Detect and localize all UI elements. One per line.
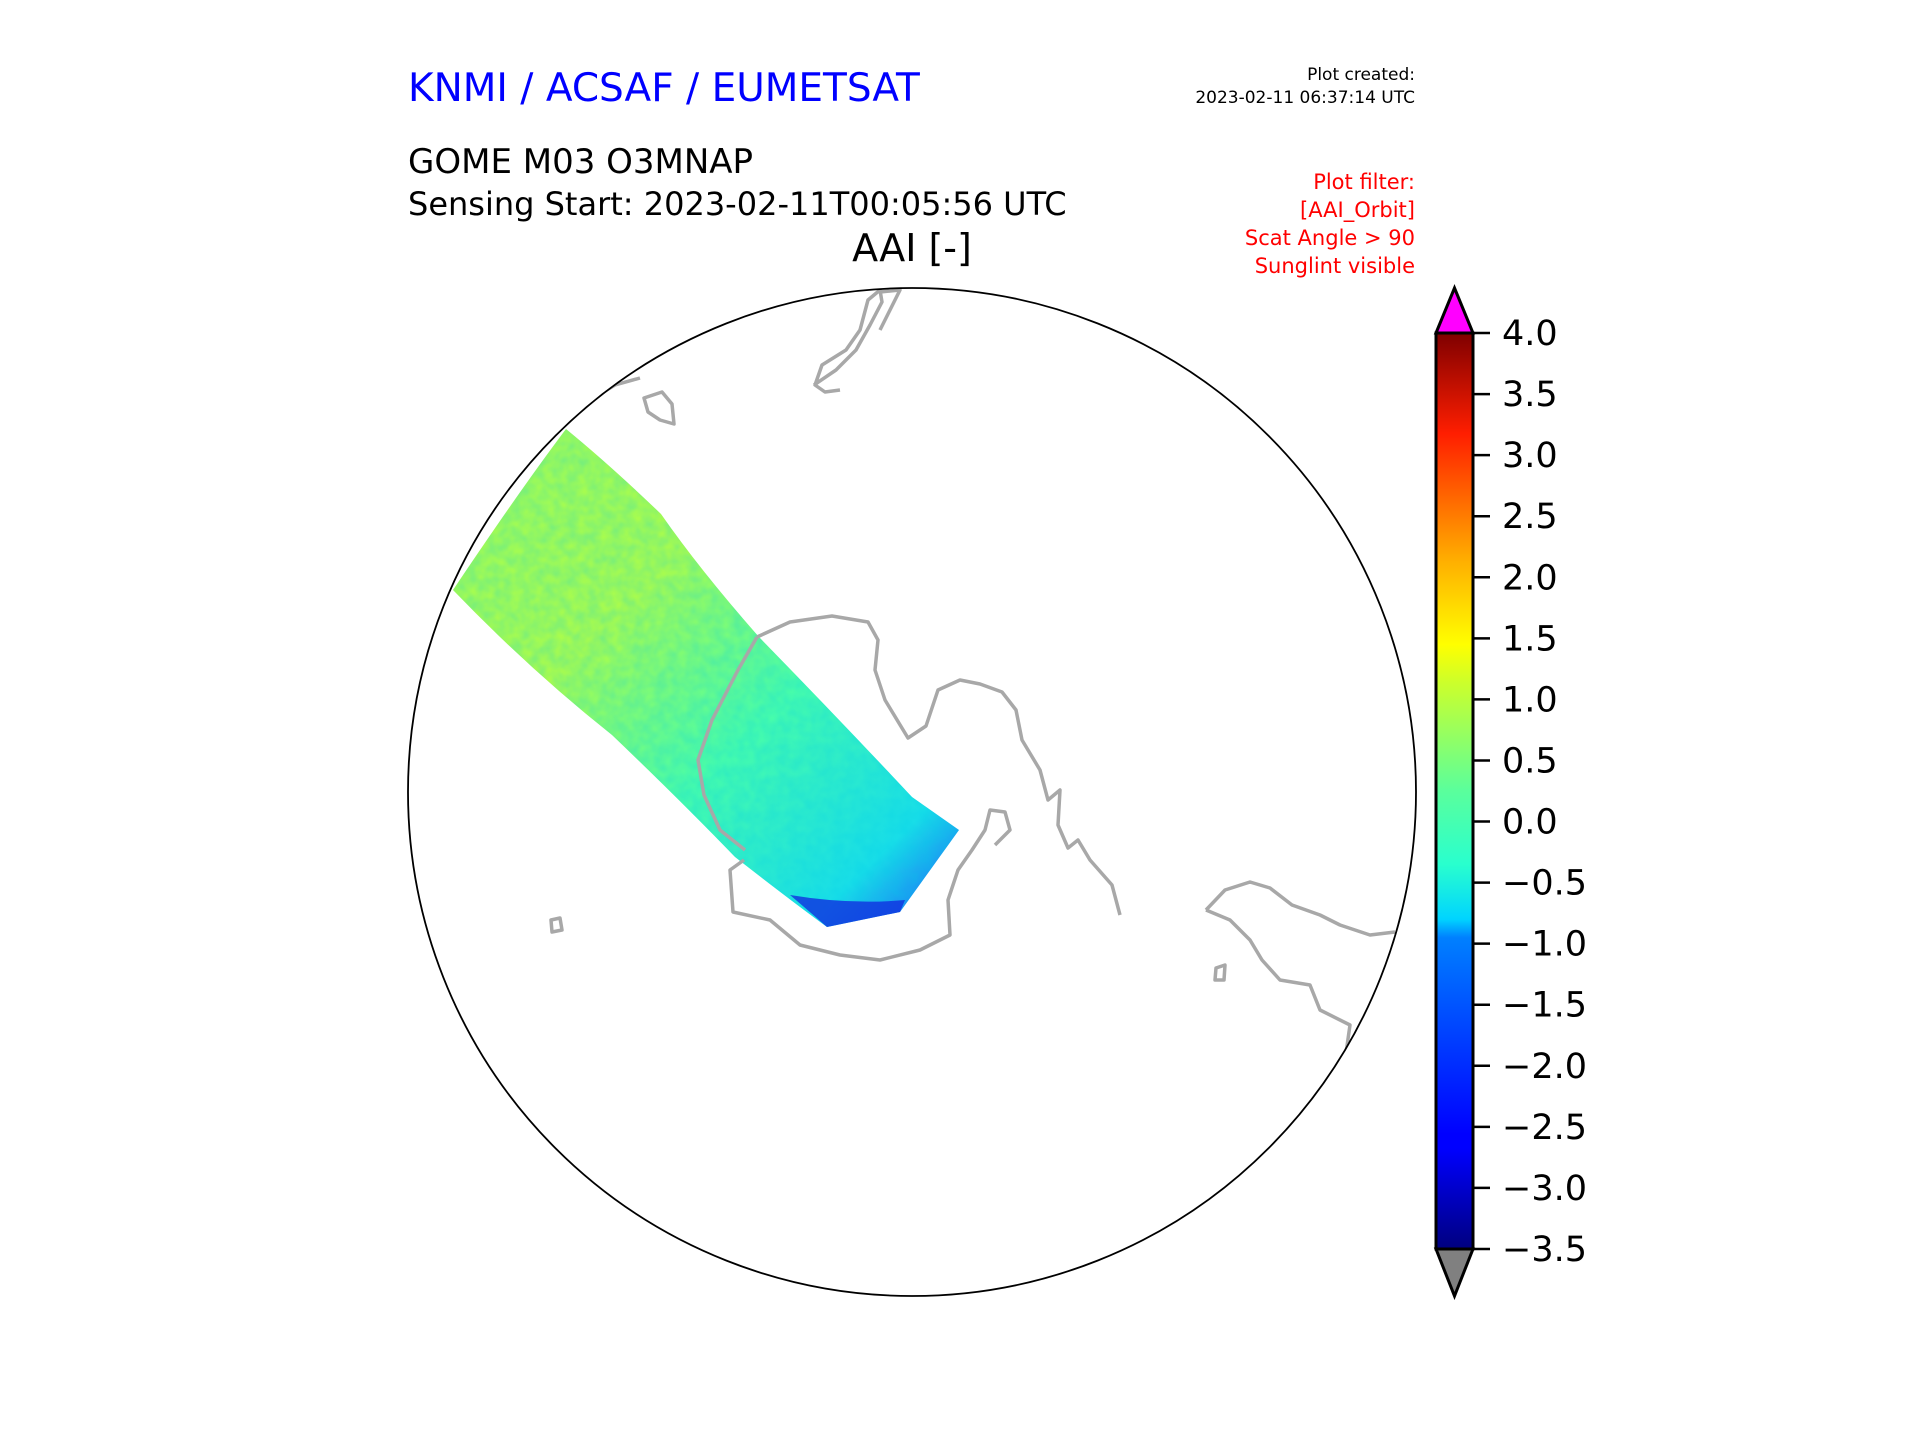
- filter-line: Scat Angle > 90: [1244, 226, 1415, 250]
- created-label: Plot created:: [1307, 65, 1415, 85]
- colorbar: 4.0 3.5 3.0 2.5 2.0 1.5 1.0 0.5 0.0 −0.5 −1.0 −1.5 −…: [1433, 284, 1587, 1301]
- product-title: GOME M03 O3MNAP: [408, 142, 754, 182]
- colorbar-tick-label: −1.0: [1502, 925, 1587, 965]
- filter-line: Sunglint visible: [1254, 254, 1415, 278]
- brand-title: KNMI / ACSAF / EUMETSAT: [408, 66, 920, 111]
- colorbar-tick-label: 1.0: [1502, 680, 1558, 720]
- colorbar-tick-label: −2.5: [1502, 1108, 1587, 1148]
- colorbar-gradient: [1434, 331, 1475, 1251]
- coastlines: [549, 288, 1396, 1061]
- aai-swath-low-edge: [790, 895, 905, 927]
- colorbar-tick-label: 1.5: [1502, 619, 1558, 659]
- colorbar-tick-label: 4.0: [1502, 314, 1558, 354]
- plot-created: Plot created: 2023-02-11 06:37:14 UTC: [1195, 64, 1415, 110]
- colorbar-tick-label: 3.0: [1502, 436, 1558, 476]
- colorbar-tick-label: 3.5: [1502, 375, 1558, 415]
- plot-filter: Plot filter: [AAI_Orbit] Scat Angle > 90…: [1245, 168, 1415, 280]
- filter-line: [AAI_Orbit]: [1300, 198, 1415, 222]
- aai-swath-texture: [453, 429, 959, 927]
- colorbar-tick-label: −3.0: [1502, 1169, 1587, 1209]
- colorbar-tick-label: 2.0: [1502, 558, 1558, 598]
- colorbar-over-extension: [1433, 284, 1476, 335]
- chart-title: AAI [-]: [852, 226, 972, 270]
- colorbar-tick-label: 0.5: [1502, 741, 1558, 781]
- colorbar-tick-label: −3.5: [1502, 1230, 1587, 1270]
- colorbar-under-extension: [1433, 1247, 1476, 1301]
- filter-line: Plot filter:: [1313, 170, 1415, 194]
- map-boundary: [407, 287, 1417, 1297]
- colorbar-tick-label: −2.0: [1502, 1047, 1587, 1087]
- colorbar-tick-label: −0.5: [1502, 864, 1587, 904]
- colorbar-tick-label: 0.0: [1502, 803, 1558, 843]
- sensing-start: Sensing Start: 2023-02-11T00:05:56 UTC: [408, 185, 1067, 223]
- created-time: 2023-02-11 06:37:14 UTC: [1195, 88, 1415, 108]
- colorbar-tick-label: −1.5: [1502, 986, 1587, 1026]
- colorbar-tick-label: 2.5: [1502, 497, 1558, 537]
